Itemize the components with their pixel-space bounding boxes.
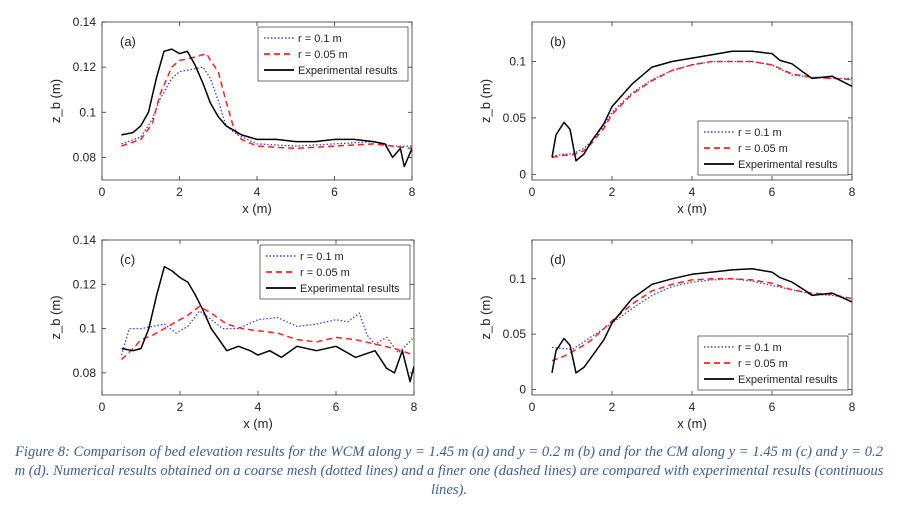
x-tick-label: 8: [409, 185, 416, 199]
y-tick-label: 0.08: [73, 366, 97, 380]
y-tick-label: 0.1: [509, 272, 526, 286]
legend: r = 0.1 m r = 0.05 m Experimental results: [259, 244, 411, 300]
x-tick-label: 6: [769, 185, 776, 199]
legend-label: Experimental results: [738, 159, 838, 171]
y-axis-label: z_b (m): [478, 295, 493, 339]
x-tick-label: 8: [411, 400, 418, 414]
chart-panel-d: 0 2 4 6 800.050.1x (m)z_b (m)(d)r = 0.1 mr =…: [478, 239, 856, 431]
x-tick-label: 0: [529, 400, 536, 414]
series-line-dotted: [551, 60, 852, 157]
legend-label: r = 0.05 m: [738, 143, 788, 155]
x-axis-label: x (m): [242, 201, 272, 216]
x-tick-label: 0: [99, 185, 106, 199]
series-line-dashed: [121, 52, 412, 150]
chart-panel-c: 0 2 4 6 8 0.08 0.1 0.12 0.14 x (m) z_b (m) (c) r = 0…: [48, 233, 418, 431]
panel-label: (b): [550, 34, 566, 49]
panel-label: (d): [550, 252, 566, 267]
legend-label: r = 0.1 m: [298, 33, 342, 45]
y-tick-label: 0.05: [503, 111, 527, 125]
legend-box: [697, 120, 849, 176]
series-group: [551, 268, 852, 374]
legend-label: r = 0.1 m: [738, 342, 782, 354]
series-line-dotted: [121, 66, 412, 147]
panel-label: (a): [120, 34, 136, 49]
x-axis-label: x (m): [677, 416, 707, 431]
legend-label: r = 0.05 m: [300, 267, 350, 279]
series-line-solid: [551, 50, 852, 162]
y-tick-label: 0.05: [503, 327, 527, 341]
x-tick-label: 4: [689, 185, 696, 199]
x-tick-label: 4: [254, 185, 261, 199]
series-line-solid: [551, 268, 852, 374]
legend-box: [259, 244, 411, 300]
y-tick-label: 0.14: [73, 233, 97, 247]
y-axis-label: z_b (m): [478, 79, 493, 123]
y-tick-label: 0.1: [79, 105, 96, 119]
legend-label: Experimental results: [738, 374, 838, 386]
y-tick-label: 0: [519, 167, 526, 181]
series-line-dotted: [120, 310, 414, 356]
legend-label: r = 0.05 m: [298, 49, 348, 61]
legend: r = 0.1 m r = 0.05 m Experimental results: [697, 335, 849, 391]
x-tick-label: 8: [849, 185, 856, 199]
x-tick-label: 4: [255, 400, 262, 414]
x-tick-label: 0: [99, 400, 106, 414]
legend-label: r = 0.1 m: [738, 127, 782, 139]
legend: r = 0.1 m r = 0.05 m Experimental results: [257, 26, 409, 82]
x-tick-label: 2: [609, 185, 616, 199]
series-group: [120, 265, 414, 383]
series-line-solid: [121, 265, 414, 383]
y-tick-label: 0.1: [79, 322, 96, 336]
x-tick-label: 6: [333, 400, 340, 414]
legend-label: r = 0.05 m: [738, 358, 788, 370]
x-tick-label: 8: [849, 400, 856, 414]
y-tick-label: 0.12: [73, 277, 97, 291]
y-tick-label: 0: [519, 382, 526, 396]
x-tick-label: 2: [176, 185, 183, 199]
series-line-solid: [121, 48, 412, 168]
series-line-dashed: [551, 278, 852, 362]
legend: r = 0.1 m r = 0.05 m Experimental results: [697, 120, 849, 176]
series-group: [121, 48, 412, 168]
x-tick-label: 4: [689, 400, 696, 414]
x-tick-label: 6: [331, 185, 338, 199]
legend-label: r = 0.1 m: [300, 251, 344, 263]
chart-panel-a: 0 2 4 6 8 0.08 0.1 0.12 0.14 x (m) z_b (m) (a) r = 0…: [48, 15, 416, 216]
x-tick-label: 2: [177, 400, 184, 414]
series-group: [551, 50, 852, 162]
figure-caption: Figure 8: Comparison of bed elevation re…: [14, 444, 884, 498]
legend-label: Experimental results: [300, 283, 400, 295]
legend-label: Experimental results: [298, 65, 398, 77]
figure-grid: 0 2 4 6 80.080.10.120.14x (m)z_b (m)(a) r = 0…: [48, 15, 856, 431]
chart-panel-b: 0 2 4 6 800.050.1x (m)z_b (m)(b)r = 0.1 mr =…: [478, 21, 856, 216]
x-tick-label: 2: [609, 400, 616, 414]
series-line-dashed: [120, 305, 414, 361]
x-tick-label: 0: [529, 185, 536, 199]
y-axis-label: z_b (m): [48, 295, 63, 339]
y-tick-label: 0.14: [73, 15, 97, 29]
x-axis-label: x (m): [677, 201, 707, 216]
legend-box: [697, 335, 849, 391]
y-axis-label: z_b (m): [48, 79, 63, 123]
y-tick-label: 0.1: [509, 55, 526, 69]
legend-box: [257, 26, 409, 82]
series-line-dashed: [551, 60, 852, 159]
x-tick-label: 6: [769, 400, 776, 414]
panel-label: (c): [120, 252, 135, 267]
y-tick-label: 0.08: [73, 150, 97, 164]
y-tick-label: 0.12: [73, 60, 97, 74]
x-axis-label: x (m): [243, 416, 273, 431]
